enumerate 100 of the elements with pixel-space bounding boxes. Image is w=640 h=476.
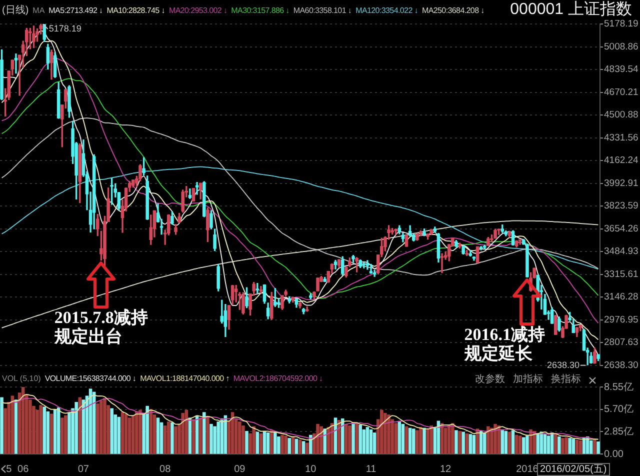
bar: [451, 423, 454, 454]
bar: [401, 424, 405, 454]
bar: [259, 433, 263, 454]
x-tick-label: 09: [234, 464, 246, 475]
bar: [294, 438, 298, 454]
chart-title: 000001 上证指数: [510, 1, 632, 18]
bar: [277, 436, 280, 454]
y-tick-label: 2638.30: [604, 360, 638, 371]
bar: [508, 432, 512, 454]
bar: [514, 434, 518, 454]
candlestick: [369, 264, 373, 274]
x-tick-label: 08: [160, 464, 172, 475]
bar: [430, 425, 433, 454]
bar: [408, 428, 412, 454]
candlestick: [259, 286, 263, 294]
bar: [422, 428, 426, 454]
bar: [358, 424, 362, 454]
bar: [536, 433, 540, 454]
y-tick-label: 3146.28: [604, 292, 638, 303]
bar: [198, 418, 202, 454]
bar: [454, 430, 458, 454]
bar: [462, 432, 465, 454]
bar: [167, 422, 170, 454]
bar: [252, 426, 256, 454]
bar: [558, 436, 561, 454]
bar: [593, 438, 596, 454]
bar: [100, 400, 103, 454]
bar: [96, 404, 100, 454]
text: MA5:2713.492 ↓: [48, 6, 103, 15]
bar: [511, 430, 515, 454]
bar: [465, 433, 468, 454]
text: MAVOL1:188147040.000 ↑: [140, 374, 230, 383]
bar: [546, 436, 550, 454]
candlestick: [195, 182, 199, 195]
bar: [146, 406, 149, 454]
bar: [210, 424, 213, 454]
bar: [468, 434, 472, 454]
bar: [568, 438, 572, 454]
text: MA20:2953.002 ↓: [168, 6, 228, 15]
y-tick-label: 3992.91: [604, 178, 638, 189]
y-tick-label: 3654.26: [604, 223, 638, 234]
bar: [42, 406, 46, 454]
text: MA30:3157.886 ↓: [231, 6, 290, 15]
bar: [394, 423, 398, 454]
bar: [156, 418, 160, 454]
y-tick-label: 4670.21: [604, 86, 638, 98]
bar: [280, 434, 284, 454]
bar: [124, 414, 128, 454]
text: VOLUME:156383744.000 ↓: [44, 374, 136, 383]
y-tick-label: 3823.59: [604, 200, 638, 212]
bar: [206, 416, 210, 454]
bar: [384, 412, 387, 454]
y-tick-label: 2.85亿: [604, 426, 634, 438]
bar: [202, 412, 206, 454]
bar: [554, 434, 558, 454]
annotation: 2638.30: [547, 360, 580, 370]
bar: [490, 428, 494, 454]
annotation: 2015.7.8减持规定出台: [53, 308, 148, 346]
y-tick-label: 2976.95: [604, 314, 638, 326]
bar: [110, 408, 114, 454]
bar: [344, 424, 348, 454]
bar: [504, 430, 508, 454]
bar: [174, 426, 178, 454]
text: 2016/02/05(五): [540, 464, 607, 475]
bar: [419, 427, 422, 454]
bar: [380, 410, 384, 454]
bar: [163, 425, 167, 454]
text: MAVOL2:186704592.000 ↓: [233, 374, 323, 383]
x-tick-label: 07: [78, 464, 90, 475]
bar: [500, 429, 504, 454]
y-tick-label: 3315.61: [604, 268, 638, 280]
candlestick: [14, 54, 18, 74]
bar: [128, 418, 132, 454]
y-tick-label: 4331.56: [604, 132, 638, 144]
annotation: 5178.19: [48, 23, 82, 34]
text: MA120:3354.022 ↓: [356, 6, 418, 15]
y-tick-label: 2807.63: [604, 337, 638, 348]
x-tick-label: 10: [305, 464, 317, 475]
bar: [320, 426, 323, 454]
bar: [39, 405, 42, 454]
bar: [398, 422, 402, 454]
bar: [497, 425, 500, 454]
bar: [366, 427, 370, 454]
y-tick-label: 0.00: [604, 448, 624, 460]
bar: [532, 430, 536, 454]
bar: [543, 434, 547, 454]
text: MA10:2828.745 ↓: [106, 6, 165, 15]
bar: [522, 437, 526, 454]
bar: [518, 436, 522, 454]
bar: [284, 436, 288, 454]
bar: [50, 414, 54, 454]
text: 改参数: [475, 374, 505, 386]
bar: [216, 422, 220, 454]
line-series: [1, 117, 599, 276]
text: MA60:3358.101 ↓: [293, 6, 352, 15]
bar: [572, 438, 576, 454]
bar: [245, 430, 248, 454]
bar: [352, 422, 355, 454]
bar: [74, 402, 78, 454]
x-tick-label: 06: [18, 464, 30, 475]
